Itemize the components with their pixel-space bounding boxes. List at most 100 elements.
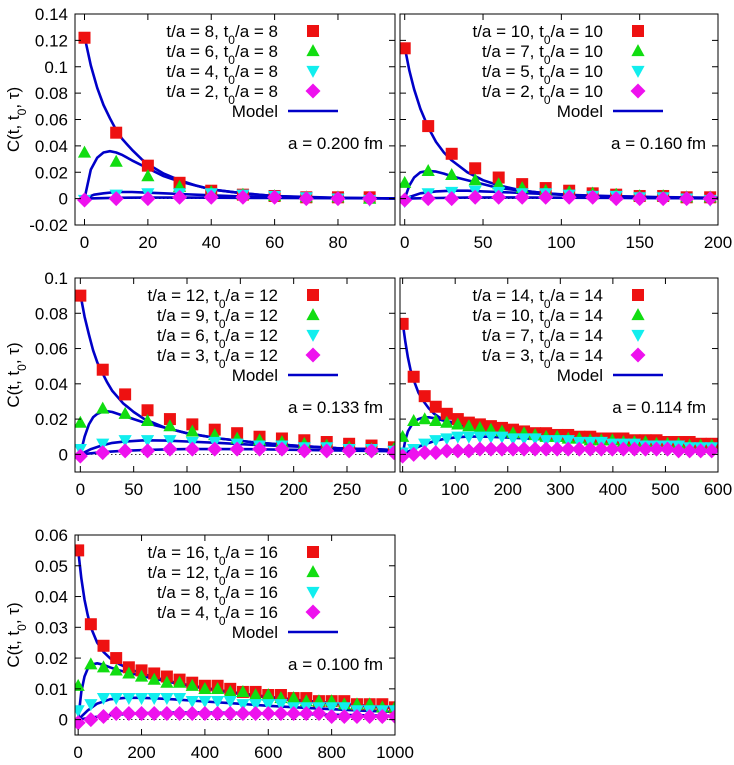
legend-marker-1 bbox=[307, 289, 319, 301]
x-tick-label: 60 bbox=[265, 233, 284, 252]
data-point-s1 bbox=[141, 404, 154, 417]
x-tick-label: 50 bbox=[124, 480, 143, 499]
data-point-s2 bbox=[248, 688, 263, 701]
data-point-s3 bbox=[163, 435, 177, 448]
data-point-s4 bbox=[172, 705, 188, 721]
data-point-s3 bbox=[134, 692, 149, 705]
data-point-s2 bbox=[445, 167, 459, 180]
data-point-s4 bbox=[467, 189, 483, 205]
x-tick-label: 600 bbox=[254, 743, 282, 762]
data-point-s4 bbox=[248, 705, 264, 721]
chart-panel-3: 0 0.02 0.04 0.06 0.08 0.1 0 50 100 150 200 250 C(t, … bbox=[4, 269, 396, 499]
x-tick-label: 200 bbox=[494, 480, 522, 499]
data-point-s3 bbox=[484, 431, 498, 444]
data-point-s3 bbox=[506, 433, 520, 446]
y-tick-label: 0.1 bbox=[44, 58, 68, 77]
legend-marker-3 bbox=[631, 329, 645, 342]
data-point-s4 bbox=[671, 443, 687, 459]
data-point-s4 bbox=[95, 445, 111, 461]
data-point-s4 bbox=[561, 189, 577, 205]
data-point-s4 bbox=[374, 709, 390, 725]
legend: t/a = 12, t0/a = 12t/a = 9, t0/a = 12t/a… bbox=[147, 286, 338, 385]
legend-marker-2 bbox=[306, 565, 320, 578]
legend-marker-3 bbox=[306, 586, 320, 599]
data-point-s4 bbox=[252, 441, 268, 457]
chart-panels: -0.02 0 0.02 0.04 0.06 0.08 0.1 0.12 0.14 0 20 40 60… bbox=[4, 5, 732, 762]
data-point-s4 bbox=[400, 448, 411, 464]
data-point-s2 bbox=[462, 419, 476, 432]
data-point-s3 bbox=[140, 435, 155, 448]
legend-marker-1 bbox=[632, 25, 644, 37]
legend-marker-4 bbox=[305, 83, 321, 99]
data-point-s3 bbox=[223, 696, 237, 709]
data-point-s4 bbox=[274, 441, 290, 457]
data-point-s4 bbox=[387, 709, 395, 725]
data-point-s4 bbox=[514, 189, 530, 205]
lattice-spacing-annotation: a = 0.160 fm bbox=[611, 134, 706, 153]
data-point-s1 bbox=[110, 126, 123, 139]
data-point-s2 bbox=[198, 681, 212, 694]
data-point-s3 bbox=[248, 699, 263, 712]
data-point-s1 bbox=[163, 413, 176, 426]
data-point-s3 bbox=[75, 705, 85, 718]
data-point-s2 bbox=[109, 154, 123, 167]
data-point-s4 bbox=[582, 441, 598, 457]
y-tick-label: 0 bbox=[59, 711, 68, 730]
data-point-s4 bbox=[108, 191, 124, 207]
legend-marker-3 bbox=[631, 65, 645, 78]
legend-marker-4 bbox=[630, 83, 646, 99]
data-point-s4 bbox=[632, 191, 648, 207]
data-point-s3 bbox=[462, 431, 476, 444]
data-point-s4 bbox=[428, 445, 444, 461]
data-point-s4 bbox=[505, 441, 521, 457]
legend-label-2: t/a = 12, t0/a = 16 bbox=[147, 563, 278, 588]
data-point-s3 bbox=[96, 438, 110, 451]
legend-label-model: Model bbox=[232, 366, 278, 385]
data-point-s4 bbox=[549, 441, 565, 457]
data-point-s4 bbox=[626, 441, 642, 457]
data-point-s4 bbox=[235, 705, 251, 721]
data-point-s4 bbox=[159, 705, 175, 721]
x-tick-label: 0 bbox=[80, 233, 89, 252]
data-point-s3 bbox=[528, 433, 542, 446]
data-point-s1 bbox=[96, 363, 109, 376]
data-point-s4 bbox=[203, 189, 219, 205]
y-tick-label: 0.08 bbox=[35, 84, 68, 103]
data-point-s4 bbox=[207, 441, 223, 457]
x-tick-label: 400 bbox=[599, 480, 627, 499]
data-point-s3 bbox=[325, 702, 339, 715]
data-point-s4 bbox=[286, 705, 302, 721]
x-tick-label: 1000 bbox=[376, 743, 414, 762]
plot-area bbox=[400, 42, 718, 209]
legend-label-model: Model bbox=[557, 102, 603, 121]
data-point-s4 bbox=[197, 705, 213, 721]
data-point-s1 bbox=[110, 652, 123, 665]
data-point-s4 bbox=[702, 191, 718, 207]
y-tick-label: 0.02 bbox=[35, 163, 68, 182]
data-point-s4 bbox=[406, 446, 422, 462]
data-point-s2 bbox=[118, 406, 132, 419]
y-axis-label: C(t, t0, τ) bbox=[4, 87, 29, 152]
data-point-s4 bbox=[608, 191, 624, 207]
data-point-s1 bbox=[422, 120, 435, 133]
model-curve-3 bbox=[404, 189, 718, 200]
data-point-s1 bbox=[97, 639, 110, 652]
data-point-s4 bbox=[362, 709, 378, 725]
data-point-s4 bbox=[298, 705, 314, 721]
data-point-s4 bbox=[538, 441, 554, 457]
y-tick-label: 0.02 bbox=[35, 410, 68, 429]
data-point-s3 bbox=[84, 699, 98, 712]
lattice-spacing-annotation: a = 0.133 fm bbox=[288, 398, 383, 417]
data-point-s4 bbox=[444, 191, 460, 207]
y-tick-label: 0.02 bbox=[35, 649, 68, 668]
data-point-s4 bbox=[593, 441, 609, 457]
data-point-s4 bbox=[184, 441, 200, 457]
data-point-s4 bbox=[649, 441, 665, 457]
data-point-s4 bbox=[400, 192, 413, 208]
data-point-s4 bbox=[121, 705, 137, 721]
x-tick-label: 100 bbox=[547, 233, 575, 252]
data-point-s4 bbox=[349, 709, 365, 725]
x-tick-label: 0 bbox=[398, 480, 407, 499]
data-point-s3 bbox=[274, 699, 288, 712]
y-tick-label: 0.06 bbox=[35, 340, 68, 359]
